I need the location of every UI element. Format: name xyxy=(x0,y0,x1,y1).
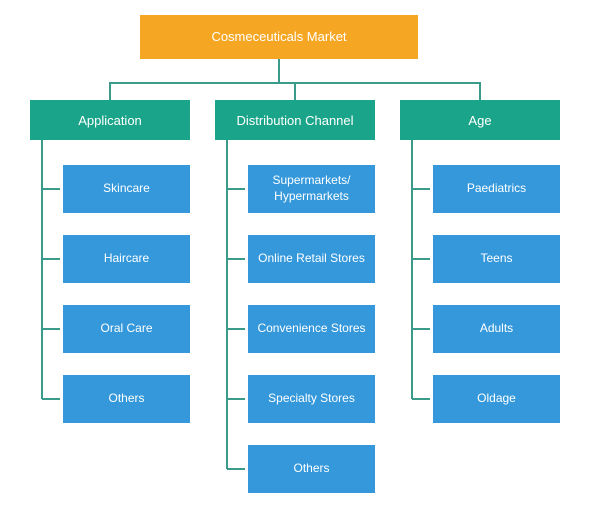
leaf-node: Others xyxy=(245,445,375,493)
leaf-node: Supermarkets/ Hypermarkets xyxy=(245,165,375,213)
leaf-node: Specialty Stores xyxy=(245,375,375,423)
category-node: Age xyxy=(400,100,560,140)
leaf-node: Adults xyxy=(430,305,560,353)
leaf-node: Oldage xyxy=(430,375,560,423)
leaf-node: Paediatrics xyxy=(430,165,560,213)
leaf-node: Others xyxy=(60,375,190,423)
leaf-node: Online Retail Stores xyxy=(245,235,375,283)
leaf-node: Oral Care xyxy=(60,305,190,353)
category-node: Distribution Channel xyxy=(215,100,375,140)
category-node: Application xyxy=(30,100,190,140)
leaf-node: Skincare xyxy=(60,165,190,213)
leaf-node: Convenience Stores xyxy=(245,305,375,353)
leaf-node: Haircare xyxy=(60,235,190,283)
root-node: Cosmeceuticals Market xyxy=(140,15,418,59)
leaf-node: Teens xyxy=(430,235,560,283)
